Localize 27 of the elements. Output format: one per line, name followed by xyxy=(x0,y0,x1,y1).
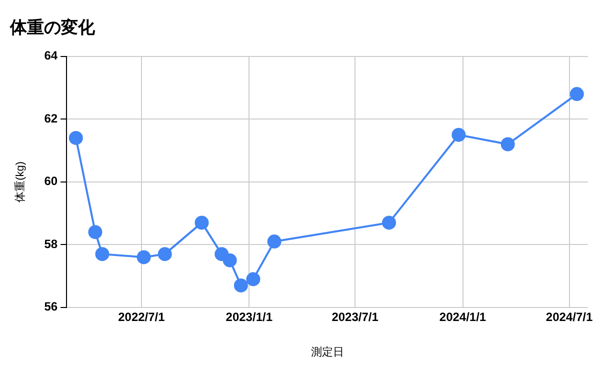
point xyxy=(136,250,151,264)
chart-title: 体重の変化 xyxy=(9,18,96,37)
point xyxy=(382,216,396,230)
y-tick-label: 64 xyxy=(44,48,58,63)
point xyxy=(95,247,110,262)
point xyxy=(246,272,260,286)
y-tick-label: 60 xyxy=(44,174,58,188)
point xyxy=(500,137,515,152)
x-tick-label: 2024/1/1 xyxy=(439,310,486,324)
point xyxy=(194,216,209,230)
point xyxy=(158,247,172,262)
point xyxy=(234,278,248,292)
y-tick-label: 56 xyxy=(44,300,58,314)
point xyxy=(88,225,102,240)
x-tick-label: 2024/7/1 xyxy=(546,310,593,324)
y-tick-label: 58 xyxy=(44,236,58,251)
point xyxy=(222,253,237,268)
point xyxy=(68,130,83,145)
y-axis-title: 体重(kg) xyxy=(14,161,27,202)
point xyxy=(452,128,466,142)
y-tick-label: 62 xyxy=(44,111,58,126)
x-axis-title: 測定日 xyxy=(310,345,344,358)
point xyxy=(267,234,282,249)
x-tick-label: 2023/1/1 xyxy=(226,310,273,324)
x-tick-label: 2022/7/1 xyxy=(118,310,166,324)
point xyxy=(570,87,584,102)
x-tick-label: 2023/7/1 xyxy=(332,310,379,324)
